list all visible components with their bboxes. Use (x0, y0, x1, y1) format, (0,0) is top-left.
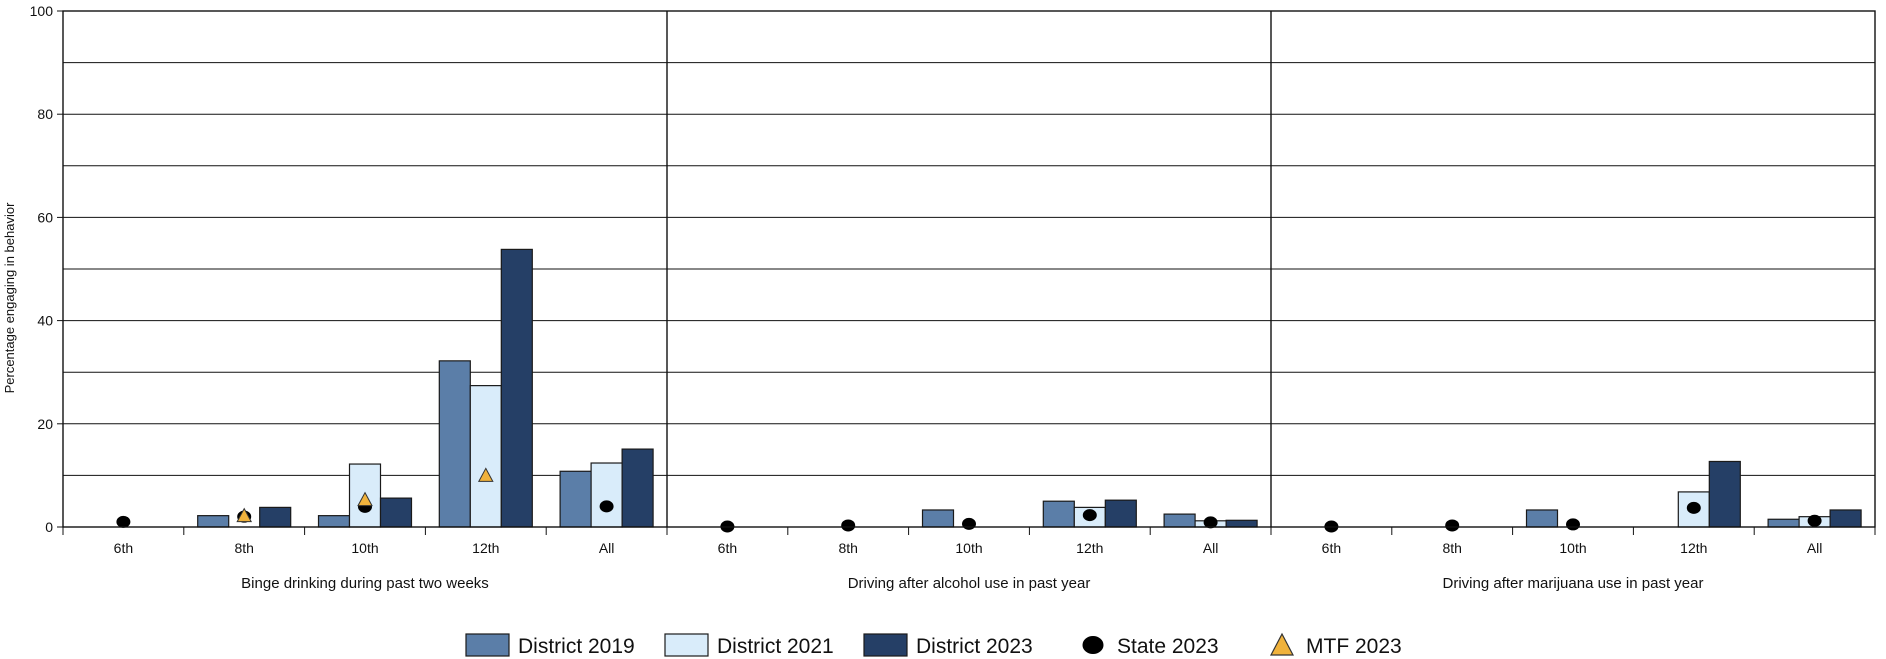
x-tick-label: 10th (351, 540, 378, 556)
state-marker (1203, 516, 1218, 529)
state-marker (1082, 509, 1097, 522)
y-tick-label: 20 (37, 416, 53, 432)
state-marker (599, 500, 614, 513)
bar (1767, 518, 1800, 528)
legend-swatch (465, 633, 510, 657)
x-tick-label: All (1807, 540, 1823, 556)
x-tick-label: 6th (718, 540, 737, 556)
state-marker (841, 519, 856, 532)
x-tick-label: All (599, 540, 615, 556)
x-tick-label: 12th (1076, 540, 1103, 556)
mtf-marker (236, 507, 253, 523)
bar (317, 515, 351, 528)
state-marker (1566, 518, 1580, 531)
mtf-marker (477, 467, 494, 482)
legend-swatch (1082, 636, 1104, 654)
x-tick-label: All (1203, 540, 1219, 556)
x-tick-label: 10th (1559, 540, 1586, 556)
state-marker (962, 517, 976, 530)
bar (921, 509, 955, 528)
bar (379, 497, 413, 528)
state-marker (1445, 519, 1460, 532)
x-tick-label: 8th (1442, 540, 1461, 556)
bar (590, 462, 623, 528)
bar (1042, 500, 1075, 528)
gridlines (63, 10, 1875, 476)
x-tick-label: 10th (955, 540, 982, 556)
bar (1104, 499, 1137, 528)
bar (1163, 513, 1196, 528)
plot-frame (62, 10, 1876, 528)
bar (1525, 509, 1559, 528)
y-axis-label: Percentage engaging in behavior (2, 202, 17, 393)
y-tick-label: 0 (45, 519, 53, 535)
mtf-marker (357, 491, 373, 507)
bar (1708, 460, 1741, 528)
x-tick-label: 6th (114, 540, 133, 556)
group-label: Driving after alcohol use in past year (848, 575, 1091, 592)
legend-label: MTF 2023 (1306, 635, 1402, 658)
legend-label: State 2023 (1117, 635, 1219, 658)
bar (469, 385, 502, 528)
bar (197, 515, 230, 528)
bars (197, 248, 1862, 528)
bar (438, 360, 471, 528)
x-tick-label: 6th (1322, 540, 1341, 556)
legend-label: District 2021 (717, 635, 834, 658)
x-tick-label: 8th (838, 540, 857, 556)
x-tick-label: 8th (234, 540, 253, 556)
y-tick-label: 40 (37, 313, 53, 329)
group-label: Binge drinking during past two weeks (241, 575, 489, 592)
bar (259, 506, 292, 528)
tick-labels: 0 20 40 60 80 100 6th 8th 10th 12th All Binge drink… (30, 3, 1823, 592)
group-label: Driving after marijuana use in past year (1443, 575, 1704, 592)
legend-label: District 2023 (916, 635, 1033, 658)
bar (621, 448, 654, 528)
state-marker (1807, 514, 1822, 527)
axes (57, 10, 1876, 535)
bar (1225, 519, 1258, 528)
x-tick-label: 12th (1680, 540, 1707, 556)
legend-swatch (1270, 632, 1294, 656)
state-marker (1686, 501, 1701, 514)
state-marker (116, 515, 131, 528)
y-tick-label: 100 (30, 3, 54, 19)
bar (559, 470, 592, 528)
legend-swatch (664, 633, 709, 657)
y-tick-label: 60 (37, 209, 53, 225)
bar (1829, 509, 1862, 528)
legend: District 2019 District 2021 District 2023 S… (465, 632, 1402, 658)
bar (500, 248, 533, 528)
legend-swatch (863, 633, 908, 657)
x-tick-label: 12th (472, 540, 499, 556)
y-tick-label: 80 (37, 106, 53, 122)
legend-label: District 2019 (518, 635, 635, 658)
